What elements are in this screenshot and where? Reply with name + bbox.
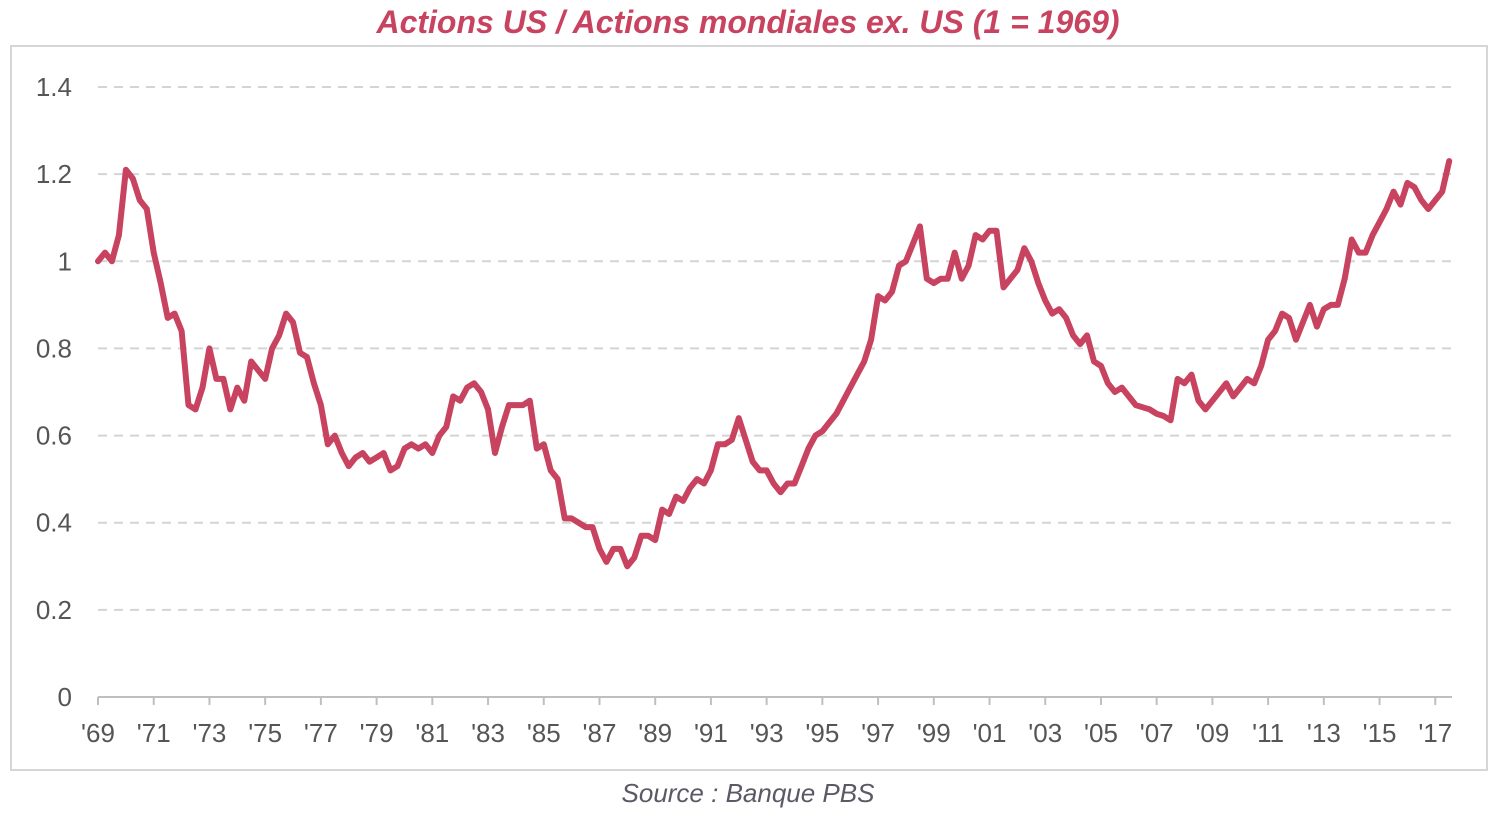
x-tick-label: '93 [750,718,784,748]
y-tick-label: 1.2 [36,159,72,189]
y-tick-label: 0.4 [36,508,72,538]
x-tick-label: '97 [861,718,895,748]
y-tick-label: 1.4 [36,72,72,102]
y-tick-label: 0.2 [36,595,72,625]
x-tick-label: '87 [583,718,617,748]
y-axis-tick-labels: 0 0.2 0.4 0.6 0.8 1 1.2 1.4 [36,72,72,712]
x-tick-label: '85 [527,718,561,748]
x-tick-label: '11 [1252,718,1284,748]
series-line-0 [95,158,1453,570]
source-note: Source : Banque PBS [621,778,875,808]
x-tick-label: '91 [694,718,728,748]
x-tick-label: '07 [1140,718,1174,748]
x-tick-label: '79 [360,718,394,748]
series-group [95,158,1453,570]
x-tick-label: '89 [638,718,672,748]
x-tick-label: '83 [471,718,505,748]
x-tick-label: '69 [81,718,115,748]
y-tick-label: 0.8 [36,333,72,363]
x-tick-label: '71 [137,718,171,748]
x-tick-label: '95 [805,718,839,748]
x-tick-label: '15 [1363,718,1397,748]
chart-frame [10,45,1488,771]
x-tick-label: '99 [917,718,951,748]
x-axis [97,696,1452,705]
x-tick-label: '09 [1195,718,1229,748]
x-tick-label: '73 [192,718,226,748]
x-tick-label: '77 [304,718,338,748]
x-tick-label: '75 [248,718,282,748]
x-tick-label: '01 [973,718,1007,748]
y-tick-label: 1 [58,246,72,276]
chart-title: Actions US / Actions mondiales ex. US (1… [376,4,1120,40]
x-tick-label: '17 [1418,718,1452,748]
x-tick-label: '05 [1084,718,1118,748]
y-tick-label: 0.6 [36,421,72,451]
x-axis-tick-labels: '69 '71 '73 '75 '77 '79 '81 '83 '85 '87 '89 '91 '93 '… [81,718,1452,748]
y-tick-label: 0 [58,682,72,712]
x-tick-label: '13 [1307,718,1341,748]
x-tick-label: '03 [1028,718,1062,748]
gridlines [98,86,1452,611]
x-tick-label: '81 [415,718,449,748]
